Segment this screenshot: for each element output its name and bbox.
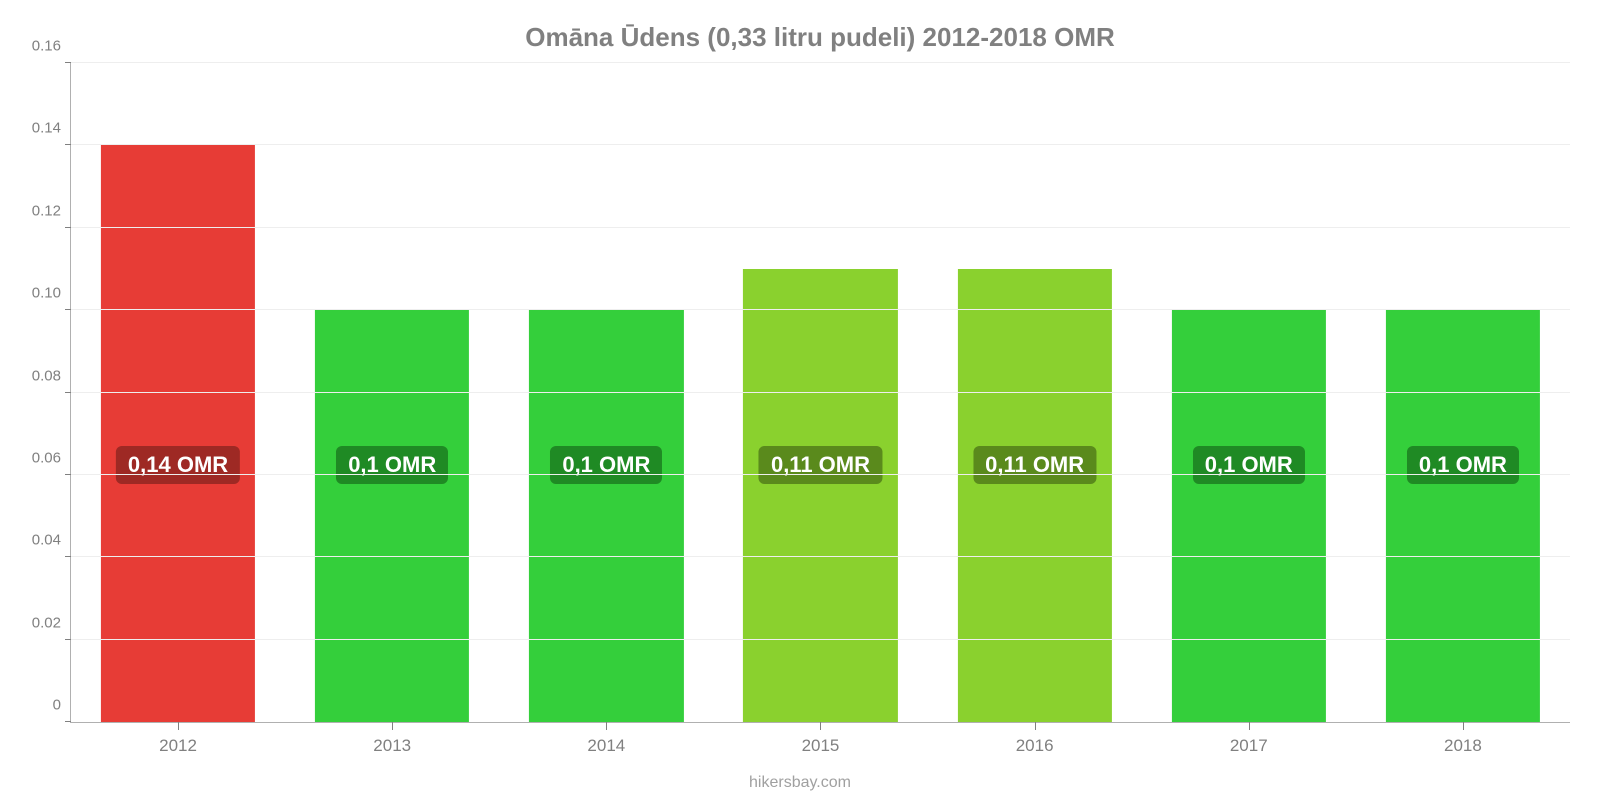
grid-line xyxy=(71,639,1570,640)
grid-line xyxy=(71,474,1570,475)
bar-value-label: 0,1 OMR xyxy=(336,446,448,484)
y-tick-label: 0.04 xyxy=(32,532,61,549)
grid-line xyxy=(71,227,1570,228)
x-tick-mark xyxy=(1035,722,1036,730)
x-tick-label: 2013 xyxy=(373,736,411,756)
x-tick-label: 2015 xyxy=(802,736,840,756)
grid-line xyxy=(71,309,1570,310)
y-tick-mark xyxy=(65,721,71,722)
bar-slot: 0,1 OMR2017 xyxy=(1142,63,1356,722)
bar xyxy=(529,310,683,722)
bar-value-label: 0,1 OMR xyxy=(1193,446,1305,484)
bar-slot: 0,1 OMR2013 xyxy=(285,63,499,722)
y-tick-mark xyxy=(65,474,71,475)
y-tick-label: 0.10 xyxy=(32,285,61,302)
y-tick-label: 0.12 xyxy=(32,202,61,219)
x-tick-label: 2016 xyxy=(1016,736,1054,756)
bars-layer: 0,14 OMR20120,1 OMR20130,1 OMR20140,11 O… xyxy=(71,63,1570,722)
x-tick-mark xyxy=(392,722,393,730)
chart-title: Omāna Ūdens (0,33 litru pudeli) 2012-201… xyxy=(70,22,1570,53)
y-tick-label: 0.16 xyxy=(32,38,61,55)
y-tick-label: 0.06 xyxy=(32,449,61,466)
bar-value-label: 0,1 OMR xyxy=(550,446,662,484)
bar-value-label: 0,1 OMR xyxy=(1407,446,1519,484)
y-tick-mark xyxy=(65,639,71,640)
bar-value-label: 0,11 OMR xyxy=(759,446,882,484)
x-tick-label: 2012 xyxy=(159,736,197,756)
bar-value-label: 0,11 OMR xyxy=(973,446,1096,484)
grid-line xyxy=(71,392,1570,393)
bar-slot: 0,1 OMR2014 xyxy=(499,63,713,722)
y-tick-mark xyxy=(65,62,71,63)
y-tick-label: 0 xyxy=(53,697,61,714)
chart-container: Omāna Ūdens (0,33 litru pudeli) 2012-201… xyxy=(0,0,1600,800)
bar xyxy=(743,269,897,722)
bar xyxy=(101,145,255,722)
bar-slot: 0,14 OMR2012 xyxy=(71,63,285,722)
x-tick-mark xyxy=(820,722,821,730)
x-tick-mark xyxy=(178,722,179,730)
grid-line xyxy=(71,62,1570,63)
y-tick-mark xyxy=(65,309,71,310)
source-attribution: hikersbay.com xyxy=(0,774,1600,792)
x-tick-mark xyxy=(1249,722,1250,730)
bar-slot: 0,11 OMR2016 xyxy=(928,63,1142,722)
bar-slot: 0,1 OMR2018 xyxy=(1356,63,1570,722)
bar xyxy=(1172,310,1326,722)
y-tick-mark xyxy=(65,392,71,393)
bar xyxy=(315,310,469,722)
x-tick-label: 2014 xyxy=(587,736,625,756)
bar-value-label: 0,14 OMR xyxy=(116,446,240,484)
x-tick-label: 2017 xyxy=(1230,736,1268,756)
y-tick-label: 0.02 xyxy=(32,614,61,631)
bar xyxy=(958,269,1112,722)
x-tick-label: 2018 xyxy=(1444,736,1482,756)
grid-line xyxy=(71,144,1570,145)
y-tick-label: 0.08 xyxy=(32,367,61,384)
y-tick-mark xyxy=(65,227,71,228)
y-tick-mark xyxy=(65,144,71,145)
x-tick-mark xyxy=(606,722,607,730)
plot-area: 0,14 OMR20120,1 OMR20130,1 OMR20140,11 O… xyxy=(70,63,1570,723)
y-tick-label: 0.14 xyxy=(32,120,61,137)
x-tick-mark xyxy=(1463,722,1464,730)
grid-line xyxy=(71,556,1570,557)
y-tick-mark xyxy=(65,556,71,557)
bar-slot: 0,11 OMR2015 xyxy=(713,63,927,722)
bar xyxy=(1386,310,1540,722)
